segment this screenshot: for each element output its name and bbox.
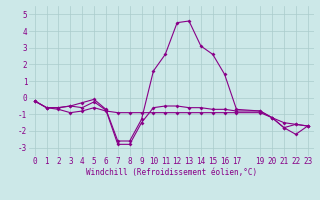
X-axis label: Windchill (Refroidissement éolien,°C): Windchill (Refroidissement éolien,°C) bbox=[86, 168, 257, 177]
